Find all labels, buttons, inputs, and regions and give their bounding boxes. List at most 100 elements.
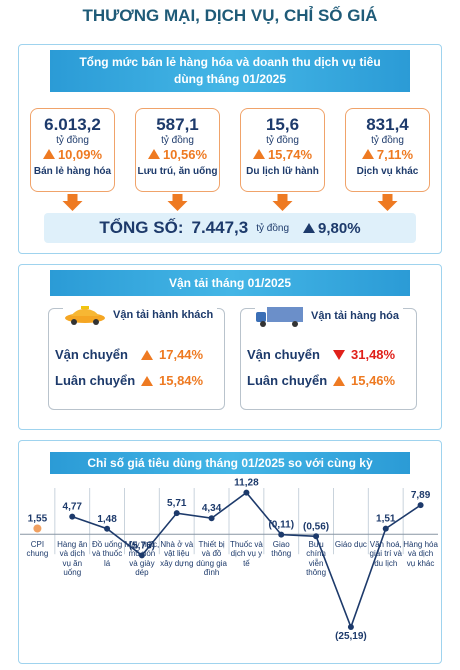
value-label: 5,71 xyxy=(167,498,187,509)
row-change: 15,84% xyxy=(159,373,204,388)
cpi-general-point xyxy=(33,524,42,533)
card-change: 10,09% xyxy=(31,147,114,162)
value-label: 1,51 xyxy=(376,514,396,525)
category-label: Văn hoá, giải trí và du lịch xyxy=(369,540,402,568)
card-unit: tỷ đồng xyxy=(266,135,299,146)
change-text: 10,09% xyxy=(57,147,103,162)
total-value: 7.447,3 xyxy=(191,218,249,237)
point xyxy=(347,624,354,631)
card-value: 6.013,2 xyxy=(44,115,101,134)
total-change: 9,80% xyxy=(318,219,361,237)
category-label: Giáo dục xyxy=(334,540,367,550)
value-label: 4,34 xyxy=(202,503,222,514)
transport-panel: Vận tải hàng hóa Vận chuyển 31,48% Luân chu… xyxy=(240,305,417,410)
total-bar: TỔNG SỐ: 7.447,3 tỷ đồng 9,80% xyxy=(44,213,416,243)
trend-arrow xyxy=(333,349,345,360)
transport-row: Vận chuyển 31,48% xyxy=(247,347,395,362)
value-label: 1,48 xyxy=(97,514,117,525)
change-text: 10,56% xyxy=(162,147,208,162)
card-change: 15,74% xyxy=(241,147,324,162)
retail-card: 6.013,2 tỷ đồng 10,09% Bán lẻ hàng hóa xyxy=(30,108,115,192)
trend-arrow xyxy=(252,149,265,159)
value-label: (5,76) xyxy=(129,540,155,551)
card-unit: tỷ đồng xyxy=(161,135,194,146)
down-arrow xyxy=(272,194,293,211)
panel-title: Vận tải hành khách xyxy=(113,309,214,321)
row-change: 31,48% xyxy=(351,347,396,362)
category-label: Đồ uống và thuốc lá xyxy=(91,540,123,568)
point xyxy=(382,525,389,532)
value-label: (0,11) xyxy=(268,520,294,531)
value-label: 4,77 xyxy=(63,502,83,513)
category-label: Bưu chính viễn thông xyxy=(306,540,327,577)
category-label: Giao thông xyxy=(271,540,292,559)
row-label: Luân chuyển xyxy=(247,373,328,388)
trend-arrow xyxy=(42,149,55,159)
value-label: 7,89 xyxy=(411,490,431,501)
card-value: 15,6 xyxy=(265,115,300,134)
retail-card: 15,6 tỷ đồng 15,74% Du lịch lữ hành xyxy=(240,108,325,192)
point xyxy=(417,502,424,509)
panel-header: Vận tải hàng hóa xyxy=(255,305,404,327)
panel-title: Vận tải hàng hóa xyxy=(311,310,400,322)
category-label: Nhà ở và vật liệu xây dựng xyxy=(160,540,194,568)
trend-arrow xyxy=(147,149,160,159)
point xyxy=(313,533,320,540)
down-arrow xyxy=(167,194,188,211)
trend-arrow xyxy=(361,149,374,159)
card-unit: tỷ đồng xyxy=(371,135,404,146)
row-label: Vận chuyển xyxy=(55,347,128,362)
retail-heading: Tổng mức bán lẻ hàng hóa và doanh thu dị… xyxy=(50,50,410,92)
card-change: 10,56% xyxy=(136,147,219,162)
value-label: (0,56) xyxy=(303,521,329,532)
row-label: Vận chuyển xyxy=(247,347,320,362)
category-label: CPI chung xyxy=(26,540,49,559)
down-arrow xyxy=(377,194,398,211)
transport-row: Vận chuyển 17,44% xyxy=(55,347,203,362)
card-label: Du lịch lữ hành xyxy=(246,166,319,177)
card-label: Dịch vụ khác xyxy=(356,166,419,177)
card-value: 587,1 xyxy=(156,115,199,134)
point xyxy=(173,510,180,517)
total-label: TỔNG SỐ: xyxy=(99,218,184,237)
point xyxy=(104,525,111,532)
change-text: 7,11% xyxy=(376,147,414,162)
change-text: 15,74% xyxy=(267,147,313,162)
card-unit: tỷ đồng xyxy=(56,135,89,146)
row-change: 15,46% xyxy=(351,373,396,388)
transport-row: Luân chuyển 15,84% xyxy=(55,373,203,388)
category-label: May mặc, mũ nón và giày dép xyxy=(124,540,160,577)
trend-arrow xyxy=(303,223,316,233)
category-label: Thiết bị và đồ dùng gia đình xyxy=(196,540,227,577)
trend-arrow xyxy=(333,375,345,386)
page-title: THƯƠNG MẠI, DỊCH VỤ, CHỈ SỐ GIÁ xyxy=(82,6,378,25)
point xyxy=(138,552,145,559)
down-arrow xyxy=(62,194,83,211)
retail-frame xyxy=(18,44,442,254)
trend-arrow xyxy=(141,349,153,360)
category-label: Hàng hóa và dịch vụ khác xyxy=(403,540,438,568)
card-value: 831,4 xyxy=(366,115,409,134)
card-label: Bán lẻ hàng hóa xyxy=(33,166,112,177)
row-label: Luân chuyển xyxy=(55,373,136,388)
point xyxy=(243,489,250,496)
retail-card: 587,1 tỷ đồng 10,56% Lưu trú, ăn uống xyxy=(135,108,220,192)
transport-row: Luân chuyển 15,46% xyxy=(247,373,395,388)
cpi-heading: Chỉ số giá tiêu dùng tháng 01/2025 so vớ… xyxy=(50,452,410,474)
card-label: Lưu trú, ăn uống xyxy=(137,166,218,177)
transport-heading: Vận tải tháng 01/2025 xyxy=(50,270,410,296)
total-unit: tỷ đồng xyxy=(256,222,290,234)
value-label: 11,28 xyxy=(234,478,259,489)
retail-card: 831,4 tỷ đồng 7,11% Dịch vụ khác xyxy=(345,108,430,192)
transport-panel: Vận tải hành khách Vận chuyển 17,44% Luân c… xyxy=(48,305,225,410)
card-change: 7,11% xyxy=(346,147,429,162)
point xyxy=(278,531,285,538)
taxi-icon xyxy=(65,306,105,325)
cpi-frame xyxy=(18,440,442,664)
category-label: Hàng ăn và dịch vụ ăn uống xyxy=(57,540,88,577)
trend-arrow xyxy=(141,375,153,386)
value-label: 1,55 xyxy=(28,514,48,525)
category-label: Thuốc và dịch vụ y tế xyxy=(229,540,263,568)
